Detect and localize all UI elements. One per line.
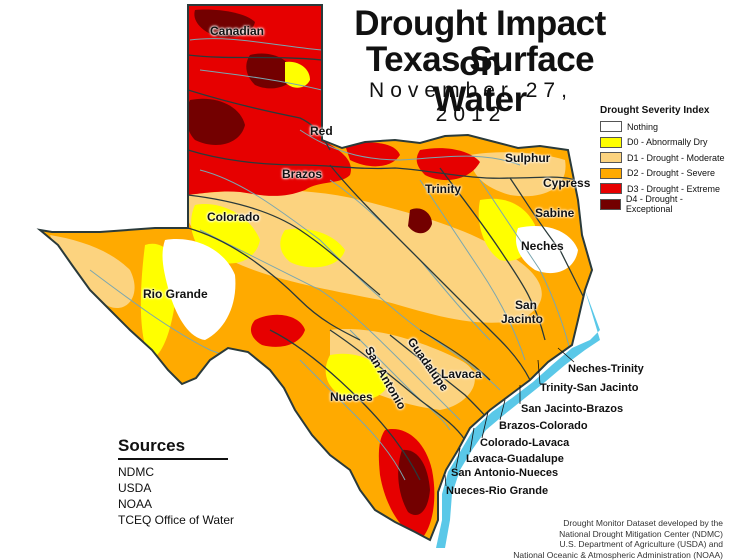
legend-swatch-d3: [600, 183, 622, 194]
coastal-label-lavaca-guadalupe: Lavaca-Guadalupe: [466, 453, 564, 465]
basin-label-trinity: Trinity: [425, 182, 461, 196]
coastal-label-nueces-rio-grande: Nueces-Rio Grande: [446, 485, 548, 497]
coastal-label-trinity-san-jacinto: Trinity-San Jacinto: [540, 382, 638, 394]
basin-label-lavaca: Lavaca: [441, 367, 482, 381]
legend-label: D0 - Abnormally Dry: [627, 137, 708, 147]
basin-label-neches: Neches: [521, 239, 564, 253]
legend-title: Drought Severity Index: [600, 105, 726, 116]
source-item: NOAA: [118, 497, 152, 511]
sources-title: Sources: [118, 436, 185, 456]
credit-line: National Drought Mitigation Center (NDMC…: [483, 529, 723, 540]
legend-swatch-d2: [600, 168, 622, 179]
coastal-label-san-jacinto-brazos: San Jacinto-Brazos: [521, 403, 623, 415]
sources-divider: [118, 458, 228, 460]
legend-label: D3 - Drought - Extreme: [627, 184, 720, 194]
source-item: NDMC: [118, 465, 154, 479]
coastal-label-colorado-lavaca: Colorado-Lavaca: [480, 437, 569, 449]
basin-label-sulphur: Sulphur: [505, 151, 550, 165]
coastal-label-san-antonio-nueces: San Antonio-Nueces: [451, 467, 558, 479]
basin-label-san-jacinto-1: San: [515, 298, 537, 312]
coastal-label-brazos-colorado: Brazos-Colorado: [499, 420, 588, 432]
map-date: November 27, 2012: [346, 79, 596, 127]
data-credit: Drought Monitor Dataset developed by the…: [483, 518, 723, 560]
source-item: TCEQ Office of Water: [118, 513, 234, 527]
basin-label-brazos: Brazos: [282, 167, 322, 181]
basin-label-canadian: Canadian: [210, 24, 264, 38]
legend-swatch-nothing: [600, 121, 622, 132]
legend: Drought Severity Index Nothing D0 - Abno…: [600, 105, 726, 212]
credit-line: Drought Monitor Dataset developed by the: [483, 518, 723, 529]
legend-swatch-d0: [600, 137, 622, 148]
credit-line: U.S. Department of Agriculture (USDA) an…: [483, 539, 723, 550]
basin-label-sabine: Sabine: [535, 206, 574, 220]
legend-label: D2 - Drought - Severe: [627, 168, 715, 178]
basin-label-cypress: Cypress: [543, 176, 590, 190]
legend-item-d1: D1 - Drought - Moderate: [600, 150, 726, 166]
credit-line: National Oceanic & Atmospheric Administr…: [483, 550, 723, 560]
source-item: USDA: [118, 481, 151, 495]
legend-item-d2: D2 - Drought - Severe: [600, 166, 726, 182]
basin-label-colorado: Colorado: [207, 210, 260, 224]
legend-label: D4 - Drought - Exceptional: [626, 194, 726, 214]
basin-label-rio-grande: Rio Grande: [143, 287, 208, 301]
legend-label: Nothing: [627, 122, 658, 132]
coastal-label-neches-trinity: Neches-Trinity: [568, 363, 644, 375]
basin-label-red: Red: [310, 124, 333, 138]
legend-item-nothing: Nothing: [600, 119, 726, 135]
basin-label-nueces: Nueces: [330, 390, 373, 404]
legend-item-d0: D0 - Abnormally Dry: [600, 135, 726, 151]
legend-swatch-d1: [600, 152, 622, 163]
legend-swatch-d4: [600, 199, 621, 210]
legend-label: D1 - Drought - Moderate: [627, 153, 725, 163]
basin-label-san-jacinto-2: Jacinto: [501, 312, 543, 326]
legend-item-d4: D4 - Drought - Exceptional: [600, 197, 726, 213]
